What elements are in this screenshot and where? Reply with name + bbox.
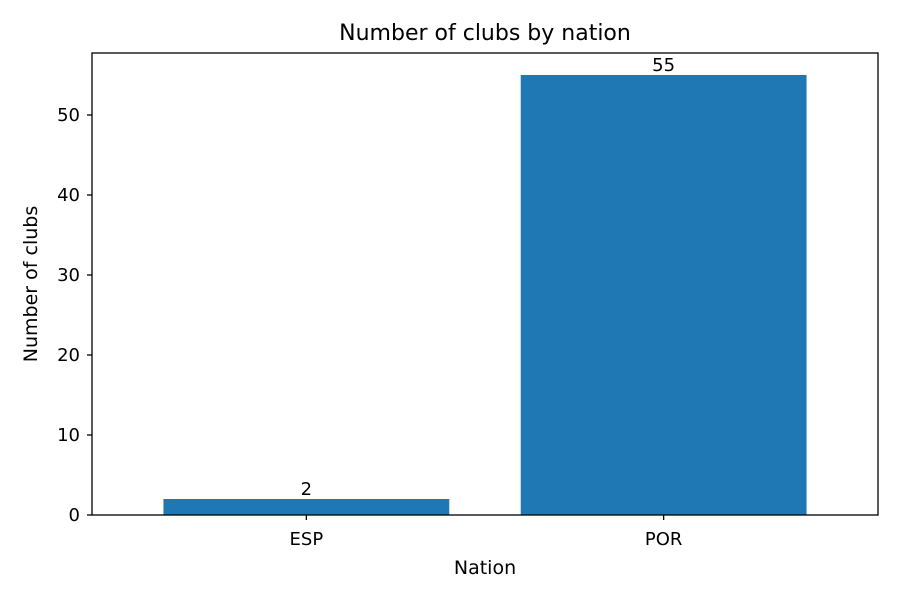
- x-tick-label-esp: ESP: [290, 529, 324, 550]
- chart-title: Number of clubs by nation: [339, 21, 631, 46]
- y-tick-label-0: 0: [69, 505, 80, 526]
- value-labels-group: 2 55: [301, 55, 675, 500]
- x-axis-ticks: ESP POR: [290, 515, 683, 550]
- value-label-esp: 2: [301, 479, 312, 500]
- bar-por: [520, 75, 807, 515]
- y-tick-label-50: 50: [57, 105, 80, 126]
- x-axis-label: Nation: [454, 557, 516, 579]
- y-tick-label-20: 20: [57, 345, 80, 366]
- x-tick-label-por: POR: [645, 529, 683, 550]
- y-tick-label-40: 40: [57, 185, 80, 206]
- y-tick-label-10: 10: [57, 425, 80, 446]
- y-tick-label-30: 30: [57, 265, 80, 286]
- y-axis-ticks: 0 10 20 30 40 50: [57, 105, 92, 526]
- value-label-por: 55: [652, 55, 675, 76]
- y-axis-label: Number of clubs: [20, 206, 42, 362]
- bar-esp: [163, 499, 450, 515]
- bars-group: [163, 75, 807, 515]
- plot-frame: [91, 52, 879, 516]
